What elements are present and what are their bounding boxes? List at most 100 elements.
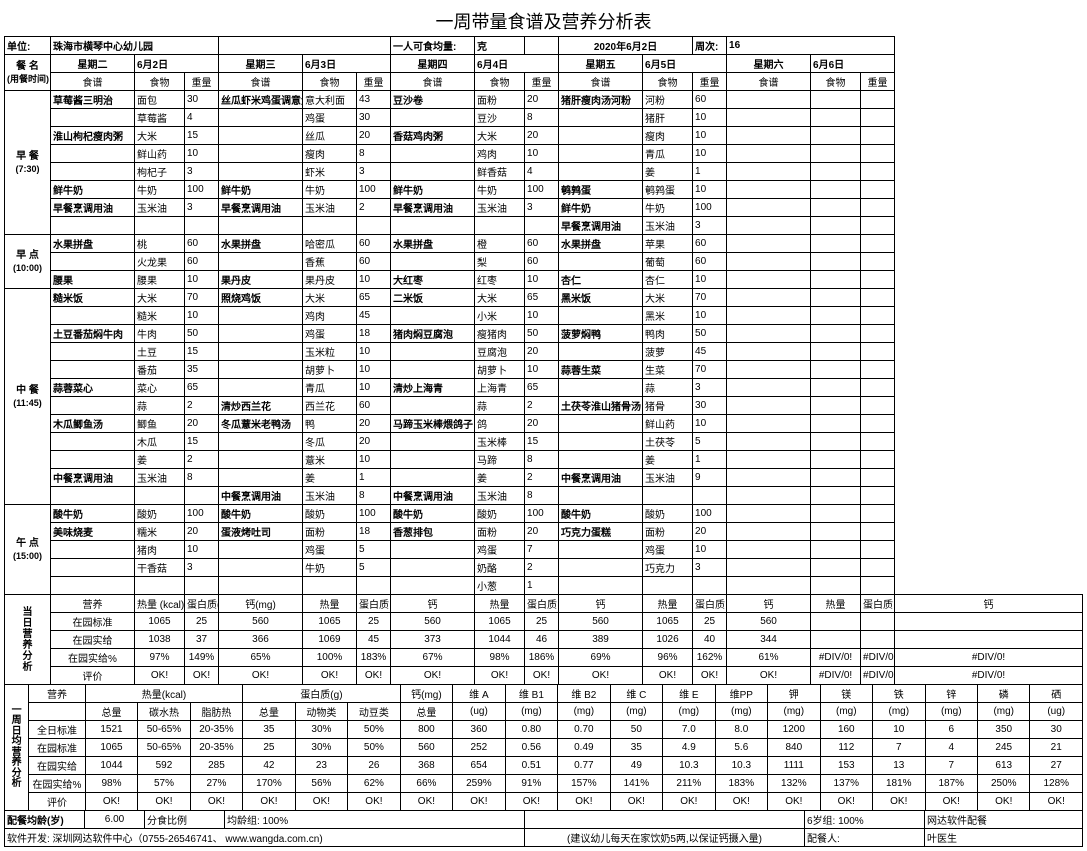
recipe-cell	[727, 451, 811, 469]
amount-cell: 65	[185, 379, 219, 397]
wn-cell: 25	[243, 739, 295, 757]
recipe-cell	[51, 109, 135, 127]
amount-cell: 30	[357, 109, 391, 127]
amount-cell: 3	[185, 163, 219, 181]
amount-cell: 60	[693, 235, 727, 253]
recipe-cell	[51, 253, 135, 271]
recipe-cell	[219, 127, 303, 145]
wn-cell: 20-35%	[190, 739, 242, 757]
food-cell: 意大利面	[303, 91, 357, 109]
dn-cell: 560	[727, 613, 811, 631]
recipe-cell	[219, 343, 303, 361]
food-cell: 冬瓜	[303, 433, 357, 451]
food-cell: 糙米	[135, 307, 185, 325]
recipe-cell: 杏仁	[559, 271, 643, 289]
recipe-cell	[727, 235, 811, 253]
amount-cell: 65	[525, 289, 559, 307]
food-cell: 鲜香菇	[475, 163, 525, 181]
recipe-cell	[727, 325, 811, 343]
amount-cell: 10	[357, 361, 391, 379]
dn-header: 热量 (kcal)	[135, 595, 185, 613]
meal-row: 美味烧麦糯米20蛋液烤吐司面粉18香葱排包面粉20巧克力蛋糕面粉20	[5, 523, 1083, 541]
dn-cell: 366	[219, 631, 303, 649]
food-cell: 玉米油	[643, 469, 693, 487]
wn-cell: 170%	[243, 775, 295, 793]
recipe-cell	[727, 307, 811, 325]
food-cell: 姜	[643, 163, 693, 181]
recipe-cell: 冬瓜薏米老鸭汤	[219, 415, 303, 433]
amount-cell: 1	[525, 577, 559, 595]
dn-cell: #DIV/0!	[895, 649, 1083, 667]
amount-cell: 2	[357, 199, 391, 217]
recipe-cell: 豆沙卷	[391, 91, 475, 109]
amount-cell	[861, 559, 895, 577]
dn-cell: 1038	[135, 631, 185, 649]
food-cell: 玉米油	[135, 199, 185, 217]
col-amt: 重量	[185, 73, 219, 91]
amount-cell: 3	[693, 379, 727, 397]
dn-cell: 98%	[475, 649, 525, 667]
recipe-cell	[727, 163, 811, 181]
amount-cell: 10	[693, 109, 727, 127]
amount-cell: 10	[185, 307, 219, 325]
amount-cell: 8	[525, 487, 559, 505]
amount-cell: 50	[693, 325, 727, 343]
food-cell: 蒜	[135, 397, 185, 415]
dn-cell: 1069	[303, 631, 357, 649]
food-cell: 青瓜	[303, 379, 357, 397]
dn-header: 热量	[475, 595, 525, 613]
food-cell: 面粉	[475, 91, 525, 109]
recipe-cell	[559, 415, 643, 433]
amount-cell	[861, 91, 895, 109]
wn-cell: OK!	[610, 793, 662, 811]
food-cell: 鲜山药	[643, 415, 693, 433]
recipe-cell: 黑米饭	[559, 289, 643, 307]
food-cell: 玉米油	[475, 487, 525, 505]
recipe-cell: 土茯苓淮山猪骨汤	[559, 397, 643, 415]
dn-cell: OK!	[559, 667, 643, 685]
wn-cell: 183%	[715, 775, 767, 793]
dn-cell: 186%	[525, 649, 559, 667]
dn-cell: OK!	[643, 667, 693, 685]
amount-cell: 1	[357, 469, 391, 487]
recipe-cell	[727, 397, 811, 415]
food-cell: 豆沙	[475, 109, 525, 127]
food-cell: 姜	[135, 451, 185, 469]
food-cell	[811, 541, 861, 559]
amount-cell: 100	[693, 199, 727, 217]
food-cell: 桃	[135, 235, 185, 253]
unit-label: 单位:	[5, 37, 51, 55]
food-cell: 玉米油	[475, 199, 525, 217]
meal-name-ln: 中 餐(11:45)	[5, 289, 51, 505]
amount-cell	[185, 577, 219, 595]
wn-cell: 7	[873, 739, 925, 757]
dn-cell: 45	[357, 631, 391, 649]
recipe-cell: 早餐烹调用油	[51, 199, 135, 217]
day-header-row: 餐 名(用餐时间) 星期二6月2日 星期三6月3日 星期四6月4日 星期五6月5…	[5, 55, 1083, 73]
amount-cell	[861, 361, 895, 379]
amount-cell	[861, 181, 895, 199]
wn-cell: 350	[978, 721, 1030, 739]
date-1: 6月2日	[135, 55, 219, 73]
food-cell: 姜	[303, 469, 357, 487]
dn-cell: OK!	[727, 667, 811, 685]
food-cell: 上海青	[475, 379, 525, 397]
amount-cell: 70	[185, 289, 219, 307]
wn-cell: 66%	[400, 775, 452, 793]
dn-cell: 162%	[693, 649, 727, 667]
wn-cell: OK!	[558, 793, 610, 811]
food-cell	[475, 217, 525, 235]
wn-cell: OK!	[505, 793, 557, 811]
amount-cell	[525, 217, 559, 235]
food-cell	[811, 433, 861, 451]
food-cell: 牛奶	[303, 559, 357, 577]
recipe-cell: 蒜蓉菜心	[51, 379, 135, 397]
meal-row: 小葱1	[5, 577, 1083, 595]
recipe-cell	[51, 541, 135, 559]
dn-cell	[861, 613, 895, 631]
dn-cell	[895, 613, 1083, 631]
recipe-cell	[391, 307, 475, 325]
wn-cell: OK!	[715, 793, 767, 811]
recipe-cell: 鲜牛奶	[391, 181, 475, 199]
amount-cell	[861, 577, 895, 595]
